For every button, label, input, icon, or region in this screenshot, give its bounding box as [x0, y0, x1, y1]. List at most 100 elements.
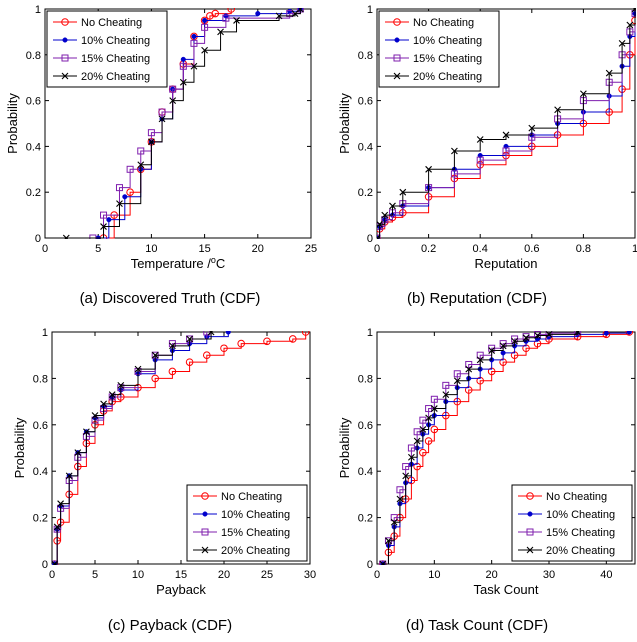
data-point [476, 356, 484, 364]
y-tick-label-c: 0 [42, 559, 48, 571]
data-point [430, 395, 438, 403]
legend-marker [393, 54, 401, 62]
series-b-4 [377, 8, 636, 239]
data-point [442, 381, 450, 389]
data-point [301, 331, 310, 336]
panel-d: (d) Task Count (CDF) 0 10 20 30 40 0 0.2 0.4 0.6… [337, 327, 636, 634]
x-tick-label-c: 15 [175, 569, 187, 581]
data-point [618, 39, 626, 47]
data-point [116, 200, 123, 208]
x-tick-label-d: 0 [374, 569, 380, 581]
data-point [574, 331, 582, 336]
data-point [169, 97, 177, 104]
data-point [275, 12, 283, 20]
legend-marker [526, 546, 534, 554]
data-point [453, 370, 461, 378]
data-point [554, 106, 561, 114]
legend-c: No Cheating 10% Cheating 15% Cheating 20% C… [186, 484, 308, 562]
legend-marker [61, 72, 69, 80]
data-point [227, 8, 235, 13]
series-line [377, 9, 636, 239]
data-point [377, 234, 381, 239]
legend-b: No Cheating 10% Cheating 15% Cheating 20% C… [378, 10, 500, 88]
y-tick-label-a: 0.4 [26, 141, 41, 153]
data-point [377, 220, 383, 228]
legend-label: 20% Cheating [81, 71, 150, 83]
legend-label: 15% Cheating [546, 527, 615, 539]
data-point [430, 405, 438, 412]
data-point [430, 425, 439, 434]
data-point [476, 351, 484, 359]
x-tick-label-a: 15 [198, 243, 210, 255]
y-axis-label-d: Probability [337, 417, 352, 478]
data-point [499, 342, 507, 350]
data-point [402, 472, 410, 480]
data-point [580, 90, 587, 98]
data-point [502, 131, 510, 139]
data-point [168, 367, 177, 376]
data-point [385, 537, 392, 545]
data-point [62, 234, 70, 239]
data-point [402, 463, 410, 471]
legend-marker [394, 37, 400, 43]
data-point [217, 28, 224, 36]
data-point [255, 11, 261, 17]
data-point [603, 331, 609, 336]
y-tick-label-a: 1 [35, 4, 41, 16]
y-tick-label-a: 0.8 [26, 50, 41, 62]
legend-label: 10% Cheating [413, 35, 482, 47]
data-point [190, 62, 198, 70]
x-axis-label-a: Temperature /oC [131, 255, 226, 271]
y-tick-label-a: 0.6 [26, 96, 41, 108]
caption-d: (d) Task Count (CDF) [406, 617, 548, 634]
data-point [286, 10, 294, 18]
data-point [158, 108, 166, 116]
y-tick-label-c: 0.6 [33, 420, 48, 432]
data-point [399, 188, 407, 196]
y-tick-label-c: 0.2 [33, 513, 48, 525]
x-axis-label-b: Reputation [475, 256, 538, 271]
data-point [574, 331, 582, 336]
data-point [169, 342, 176, 350]
series-line [377, 13, 636, 239]
y-tick-label-b: 0.6 [358, 96, 373, 108]
legend-label: 15% Cheating [413, 53, 482, 65]
x-tick-label-d: 10 [428, 569, 440, 581]
caption-b: (b) Reputation (CDF) [407, 290, 547, 307]
x-tick-label-a: 20 [252, 243, 264, 255]
legend-marker [201, 528, 209, 536]
y-axis-label-a: Probability [5, 93, 20, 154]
data-point [83, 428, 90, 436]
data-point [91, 412, 99, 419]
x-tick-label-a: 0 [42, 243, 48, 255]
y-tick-label-d: 0.4 [358, 466, 373, 478]
data-point [137, 147, 145, 155]
data-point [511, 337, 518, 345]
data-point [180, 56, 186, 62]
data-point [222, 14, 230, 22]
data-point [425, 165, 432, 173]
caption-a: (a) Discovered Truth (CDF) [80, 290, 261, 307]
panel-b: (b) Reputation (CDF) 0 0.2 0.4 0.6 0.8 1 0 0.2 0… [337, 4, 637, 307]
legend-d: No Cheating 10% Cheating 15% Cheating 20% C… [511, 484, 633, 562]
x-axis-unit-degree: o [211, 255, 216, 265]
data-point [203, 351, 211, 360]
x-tick-label-a: 5 [95, 243, 101, 255]
series-a-4 [62, 8, 304, 239]
data-point [186, 335, 193, 343]
x-tick-label-b: 1 [632, 243, 637, 255]
data-point [502, 147, 510, 155]
y-axis-label-c: Probability [12, 417, 27, 478]
series-d-4 [379, 331, 582, 565]
data-point [631, 8, 636, 13]
data-point [626, 331, 632, 335]
data-point [147, 129, 155, 137]
y-tick-label-d: 0.6 [358, 420, 373, 432]
legend-label: No Cheating [546, 491, 607, 503]
data-point [185, 358, 194, 366]
legend-marker [201, 492, 209, 500]
y-tick-label-c: 1 [42, 327, 48, 339]
data-point [223, 13, 229, 19]
x-tick-label-c: 10 [132, 569, 144, 581]
data-point [476, 136, 484, 143]
